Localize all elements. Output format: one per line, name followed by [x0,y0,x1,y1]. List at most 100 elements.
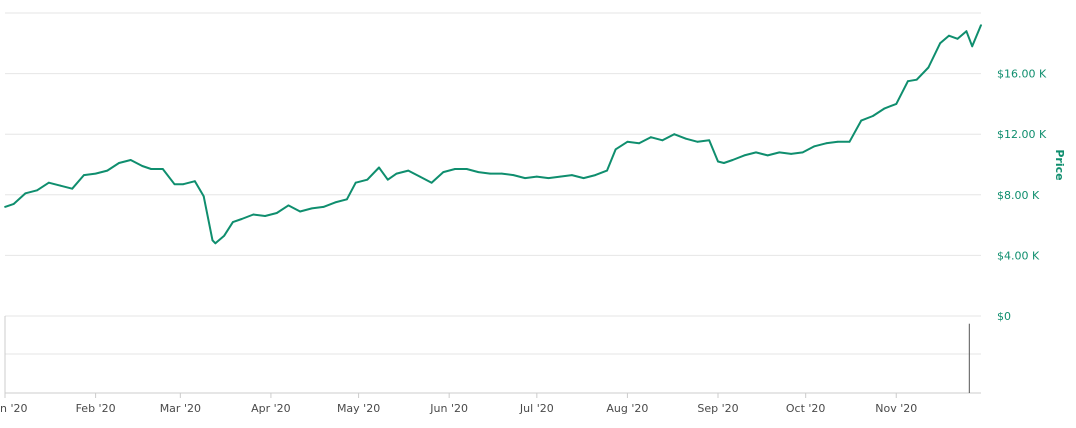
price-point [524,177,526,180]
x-tick-label: Mar '20 [160,402,201,415]
y-axis-ticks: $16.00 K $12.00 K $8.00 K $4.00 K $0 [997,68,1047,323]
price-point [766,154,769,157]
price-point [47,181,50,184]
price-point [83,174,85,177]
price-point [965,30,968,33]
price-point [419,175,421,178]
grid-lines [5,12,981,317]
price-point [395,172,398,175]
x-tick-label: Nov '20 [875,402,917,415]
x-tick-label: Jun '20 [429,402,468,415]
price-point [252,213,255,216]
price-point [430,181,433,184]
y-tick-label: $4.00 K [997,249,1040,262]
x-tick-label: Oct '20 [786,402,826,415]
price-point [489,172,491,175]
price-point [915,78,918,81]
x-tick-label: Apr '20 [251,402,291,415]
price-point [59,184,62,187]
price-point [673,133,676,136]
price-point [223,234,226,237]
price-point [407,169,410,172]
price-point [118,162,120,164]
x-tick-label: Feb '20 [76,402,116,415]
y-tick-label: $16.00 K [997,68,1047,81]
price-point [948,34,950,37]
price-point [141,165,144,167]
price-point [801,151,804,154]
price-point [500,172,503,175]
price-point [755,151,757,154]
price-point [465,168,468,170]
price-point [232,221,234,224]
price-point [848,140,851,143]
price-point [454,168,456,170]
price-point [559,175,562,178]
price-point [211,239,214,242]
price-point [813,145,816,148]
price-point [202,195,205,198]
price-point [214,242,217,245]
price-point [334,201,337,204]
price-point [696,140,699,143]
price-point [717,160,719,163]
y-tick-label: $8.00 K [997,189,1040,202]
price-point [547,177,550,180]
price-point [106,169,109,172]
price-point [825,142,827,145]
price-point [661,139,664,142]
x-tick-label: May '20 [337,402,380,415]
x-tick-label: Sep '20 [697,402,738,415]
price-point [582,177,585,180]
x-tick-label: Aug '20 [606,402,648,415]
price-point [94,172,97,175]
x-axis-ticks: n '20 Feb '20 Mar '20 Apr '20 May '20 Jun '20… [0,393,917,415]
price-point [939,42,941,45]
price-point [594,174,597,177]
price-point [386,178,389,181]
price-point [354,181,357,184]
price-point [71,187,74,190]
volume-panel [4,316,981,394]
price-point [477,171,480,174]
price-point [626,140,629,143]
price-point [836,140,839,143]
price-point [12,203,15,205]
x-tick-label: n '20 [0,402,28,415]
price-point [723,162,725,164]
price-point [36,189,38,192]
price-point [649,136,652,139]
price-point [685,137,687,140]
price-point [535,175,538,178]
price-point [299,210,301,213]
price-point [442,171,445,174]
price-point [4,206,6,208]
price-point [956,37,959,40]
price-point [378,166,380,169]
price-point [512,174,515,177]
price-point [571,174,573,177]
price-point [790,153,792,155]
price-point [346,198,348,201]
price-point [895,103,898,105]
price-point [129,159,132,161]
price-point [860,119,863,122]
price-point [927,66,930,69]
price-point [275,212,278,214]
y-axis-label: Price [1053,149,1066,180]
price-point [194,180,196,183]
price-point [24,192,27,195]
price-point [366,178,369,181]
price-point [182,183,185,186]
price-point [173,183,176,186]
price-point [708,139,711,142]
price-point [638,142,640,145]
price-point [743,154,746,157]
price-point [264,215,266,217]
price-point [322,206,325,208]
price-point [614,148,617,151]
y-tick-label: $0 [997,310,1011,323]
x-tick-label: Jul '20 [519,402,554,415]
price-point [150,168,153,170]
